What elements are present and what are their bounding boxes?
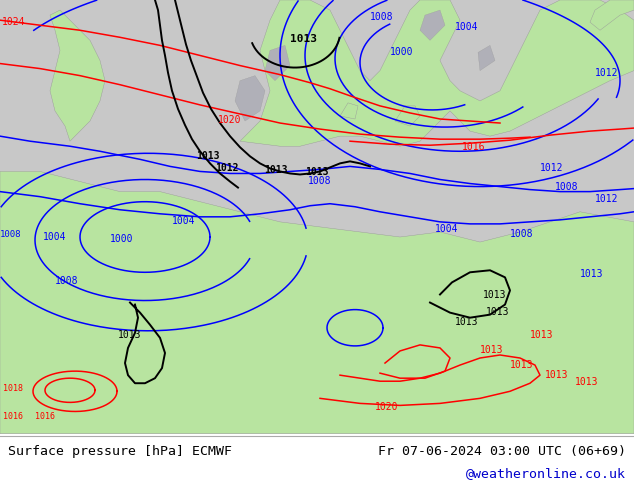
Text: 1016: 1016 (35, 412, 55, 420)
Text: 1013: 1013 (480, 345, 503, 355)
Polygon shape (590, 0, 634, 30)
Text: 1008: 1008 (555, 182, 578, 192)
Text: 1004: 1004 (435, 224, 458, 234)
Text: 1008: 1008 (370, 12, 394, 22)
Text: 1012: 1012 (540, 164, 564, 173)
Text: 1016: 1016 (3, 412, 23, 420)
Polygon shape (50, 10, 105, 141)
Text: 1013: 1013 (455, 317, 479, 327)
Text: 1013: 1013 (118, 330, 141, 340)
Text: 1020: 1020 (375, 402, 399, 413)
Text: 1013: 1013 (483, 290, 507, 299)
Text: 1020: 1020 (218, 115, 242, 125)
Polygon shape (478, 46, 495, 71)
Text: 1016: 1016 (462, 142, 486, 152)
Text: 1018: 1018 (3, 384, 23, 393)
Text: 1000: 1000 (390, 48, 413, 57)
Text: 1013: 1013 (486, 307, 510, 317)
Text: 1008: 1008 (0, 230, 22, 239)
Text: 1013: 1013 (580, 270, 604, 279)
Text: 1013: 1013 (545, 370, 569, 380)
Text: 1012: 1012 (595, 194, 619, 204)
Text: 1024: 1024 (2, 17, 25, 27)
Polygon shape (0, 172, 634, 434)
Text: 1013: 1013 (575, 377, 598, 387)
Text: 1013: 1013 (196, 151, 219, 161)
Polygon shape (265, 46, 290, 81)
Text: 1004: 1004 (43, 232, 67, 242)
Text: Fr 07-06-2024 03:00 UTC (06+69): Fr 07-06-2024 03:00 UTC (06+69) (378, 445, 626, 458)
Polygon shape (395, 106, 420, 126)
Text: 1008: 1008 (308, 175, 332, 186)
Text: 1004: 1004 (455, 22, 479, 32)
Text: 1013: 1013 (530, 330, 553, 340)
Text: 1008: 1008 (510, 229, 533, 239)
Polygon shape (235, 75, 265, 121)
Text: 1013: 1013 (510, 360, 533, 370)
Text: 1000: 1000 (110, 234, 134, 244)
Text: 1013: 1013 (264, 166, 287, 175)
Text: 1013: 1013 (305, 168, 328, 177)
Text: 1004: 1004 (172, 216, 195, 226)
Polygon shape (240, 0, 634, 146)
Polygon shape (340, 103, 358, 119)
Text: 1008: 1008 (55, 276, 79, 286)
Text: Surface pressure [hPa] ECMWF: Surface pressure [hPa] ECMWF (8, 445, 232, 458)
Text: @weatheronline.co.uk: @weatheronline.co.uk (466, 467, 626, 480)
Text: 1012: 1012 (215, 164, 238, 173)
Polygon shape (420, 10, 445, 40)
Text: 1013: 1013 (290, 34, 317, 45)
Text: 1012: 1012 (595, 68, 619, 77)
